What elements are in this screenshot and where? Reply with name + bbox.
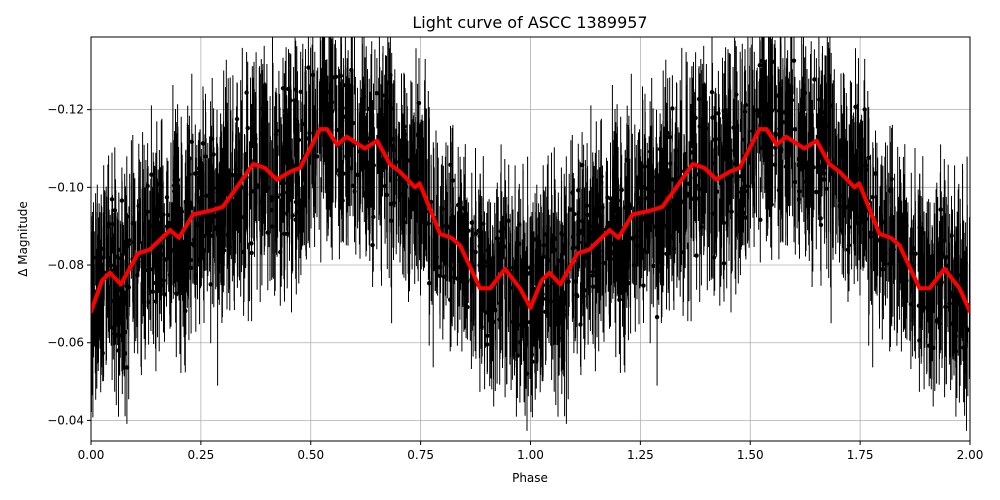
axis-ticks: 0.00 0.25 0.50 0.75 1.00 1.25 1.50 1.75 2.00 −0.1… [47,103,983,462]
x-tick-label: 2.00 [957,448,984,462]
y-tick-label: −0.04 [47,413,84,427]
x-tick-label: 1.00 [517,448,544,462]
x-tick-label: 0.50 [297,448,324,462]
x-tick-label: 1.50 [737,448,764,462]
y-tick-label: −0.12 [47,103,84,117]
y-tick-label: −0.08 [47,258,84,272]
x-tick-label: 1.75 [847,448,874,462]
chart-title: Light curve of ASCC 1389957 [412,13,647,32]
x-tick-label: 0.25 [188,448,215,462]
smoothed-red-curve [91,127,970,314]
x-tick-label: 0.00 [78,448,105,462]
y-tick-label: −0.06 [47,336,84,350]
x-axis-label: Phase [512,471,548,485]
x-tick-label: 1.25 [627,448,654,462]
x-tick-label: 0.75 [407,448,434,462]
y-axis-label: Δ Magnitude [16,201,30,277]
y-tick-label: −0.10 [47,180,84,194]
